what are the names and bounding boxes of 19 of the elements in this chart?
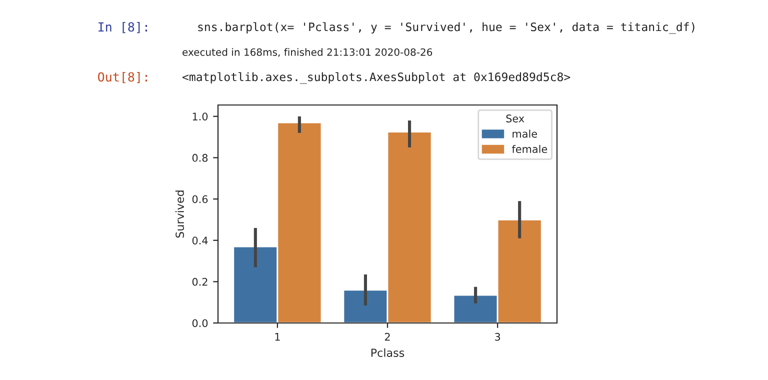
x-tick-label: 2: [384, 332, 390, 341]
text: Out[8]:: [98, 72, 147, 84]
y-tick-label: 0.0: [192, 319, 208, 328]
y-tick-label: 0.6: [192, 195, 208, 204]
x-tick-label: 1: [275, 333, 280, 341]
text: In [8]:: [98, 22, 147, 34]
y-tick-label: 0.4: [192, 236, 208, 244]
legend-label: female: [512, 144, 548, 154]
y-tick-label: 1.0: [192, 112, 208, 120]
text: <matplotlib.axes._subplots.AxesSubplot at 0x169ed89d5c8>: [182, 72, 570, 84]
y-tick-label: 0.8: [192, 154, 208, 162]
text: executed in 168ms, finished 21:13:01 2020-08-26: [182, 48, 432, 57]
x-axis-title: Pclass: [371, 348, 404, 357]
text: sns.barplot(x= 'Pclass', y = 'Survived', hue = 'Sex', data = titanic_df): [198, 22, 694, 34]
y-tick-label: 0.2: [192, 278, 208, 286]
legend-label: male: [512, 130, 537, 138]
legend-title: Sex: [506, 114, 524, 122]
y-axis-title: Survived: [175, 190, 184, 238]
x-tick-label: 3: [495, 332, 500, 341]
